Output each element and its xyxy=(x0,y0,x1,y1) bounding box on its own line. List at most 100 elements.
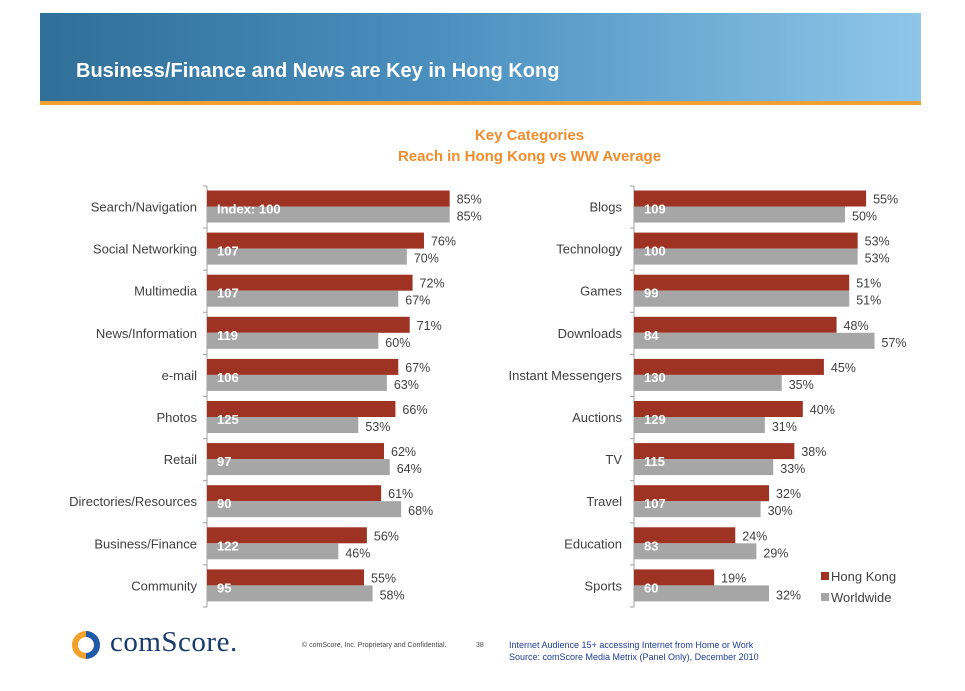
category-label: Instant Messengers xyxy=(509,368,623,383)
legend-swatch-hong-kong xyxy=(821,572,829,580)
category-label: Community xyxy=(131,578,197,593)
index-label: 83 xyxy=(644,538,658,553)
bar-hong-kong xyxy=(634,316,837,333)
bar-hong-kong xyxy=(207,358,399,375)
index-label: 97 xyxy=(217,454,231,469)
bar-hong-kong xyxy=(207,569,365,586)
data-label-worldwide: 64% xyxy=(397,462,422,476)
data-label-worldwide: 58% xyxy=(380,588,405,602)
category-label: Games xyxy=(580,284,622,299)
bar-hong-kong xyxy=(207,190,450,207)
data-label-hong-kong: 62% xyxy=(391,445,416,459)
page-number: 38 xyxy=(476,642,484,649)
category-label: Multimedia xyxy=(134,284,198,299)
bar-hong-kong xyxy=(634,232,858,249)
data-label-worldwide: 30% xyxy=(768,504,793,518)
data-label-hong-kong: 71% xyxy=(417,319,442,333)
category-label: Photos xyxy=(157,410,198,425)
bar-worldwide xyxy=(634,459,774,476)
category-label: News/Information xyxy=(96,326,197,341)
index-label: 129 xyxy=(644,412,666,427)
legend-label-worldwide: Worldwide xyxy=(831,590,891,605)
legend-swatch-worldwide xyxy=(821,593,829,601)
bar-worldwide xyxy=(207,501,402,518)
data-label-hong-kong: 38% xyxy=(801,445,826,459)
category-label: e-mail xyxy=(162,368,198,383)
chart-title: Key Categories xyxy=(474,127,585,144)
data-label-worldwide: 70% xyxy=(414,252,439,266)
data-label-hong-kong: 32% xyxy=(776,487,801,501)
bar-hong-kong xyxy=(207,401,396,417)
bar-hong-kong xyxy=(634,274,850,291)
bar-hong-kong xyxy=(634,358,824,375)
bar-worldwide xyxy=(207,332,379,349)
data-label-hong-kong: 40% xyxy=(810,403,835,417)
data-label-hong-kong: 48% xyxy=(844,319,869,333)
bar-worldwide xyxy=(207,585,373,602)
bar-hong-kong xyxy=(634,527,736,544)
data-label-hong-kong: 53% xyxy=(865,235,890,249)
index-label: 60 xyxy=(644,580,658,595)
logo-text: comScore. xyxy=(110,626,238,658)
chart-subtitle: Reach in Hong Kong vs WW Average xyxy=(397,148,662,165)
bar-worldwide xyxy=(634,290,850,307)
category-label: Travel xyxy=(586,494,622,509)
bar-hong-kong xyxy=(634,190,867,207)
bar-worldwide xyxy=(634,501,761,518)
data-label-worldwide: 63% xyxy=(394,378,419,392)
index-label: 109 xyxy=(644,202,666,217)
data-label-worldwide: 35% xyxy=(789,378,814,392)
bar-worldwide xyxy=(207,206,450,223)
category-label: Education xyxy=(564,536,622,551)
index-label: 100 xyxy=(644,244,666,259)
bar-hong-kong xyxy=(207,232,424,249)
data-label-hong-kong: 24% xyxy=(742,529,767,543)
bar-hong-kong xyxy=(207,316,410,333)
data-label-hong-kong: 66% xyxy=(402,403,427,417)
bar-worldwide xyxy=(207,459,390,476)
index-label: 119 xyxy=(217,328,238,343)
category-label: Technology xyxy=(556,242,622,257)
title-banner xyxy=(40,13,921,101)
data-label-worldwide: 32% xyxy=(776,588,801,602)
bar-worldwide xyxy=(207,290,399,307)
data-label-worldwide: 50% xyxy=(852,210,877,224)
legend-label-hong-kong: Hong Kong xyxy=(831,569,896,584)
category-label: Blogs xyxy=(589,200,622,215)
bar-hong-kong xyxy=(634,485,770,502)
data-label-hong-kong: 56% xyxy=(374,529,399,543)
data-label-worldwide: 46% xyxy=(345,546,370,560)
source-note-line1: Internet Audience 15+ accessing Internet… xyxy=(509,640,754,650)
data-label-hong-kong: 67% xyxy=(405,361,430,375)
bar-worldwide xyxy=(634,543,757,560)
bar-worldwide xyxy=(634,374,782,391)
bar-worldwide xyxy=(634,332,875,349)
bar-hong-kong xyxy=(634,401,803,417)
bar-worldwide xyxy=(634,206,845,223)
data-label-worldwide: 33% xyxy=(780,462,805,476)
bar-worldwide xyxy=(207,248,407,265)
index-label: 106 xyxy=(217,370,239,385)
bar-hong-kong xyxy=(207,527,367,544)
bar-worldwide xyxy=(634,248,858,265)
bar-worldwide xyxy=(207,417,359,433)
bar-worldwide xyxy=(207,543,339,560)
data-label-worldwide: 53% xyxy=(865,252,890,266)
category-label: Downloads xyxy=(558,326,623,341)
data-label-hong-kong: 72% xyxy=(420,277,445,291)
index-label: 95 xyxy=(217,580,231,595)
category-label: Social Networking xyxy=(93,242,197,257)
index-label: 125 xyxy=(217,412,239,427)
bar-hong-kong xyxy=(634,443,795,460)
data-label-hong-kong: 19% xyxy=(721,571,746,585)
index-label: 122 xyxy=(217,538,239,553)
index-label: 84 xyxy=(644,328,659,343)
bar-worldwide xyxy=(634,585,770,602)
data-label-hong-kong: 55% xyxy=(873,193,898,207)
category-label: TV xyxy=(605,452,622,467)
data-label-worldwide: 29% xyxy=(763,546,788,560)
category-label: Business/Finance xyxy=(94,536,197,551)
data-label-worldwide: 67% xyxy=(405,294,430,308)
source-note-line2: Source: comScore Media Metrix (Panel Onl… xyxy=(509,652,759,662)
bar-hong-kong xyxy=(634,569,715,586)
